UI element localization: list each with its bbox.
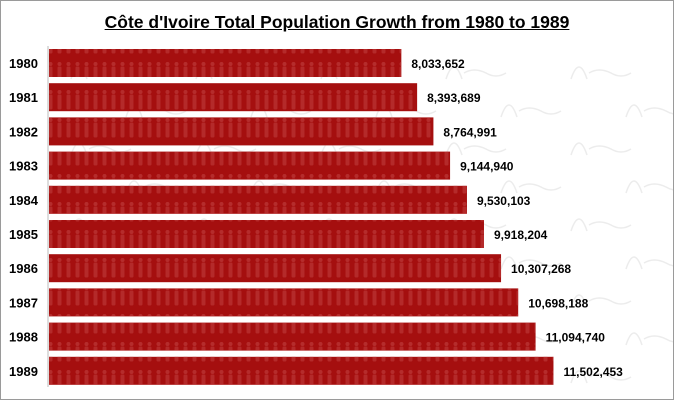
bar-pattern	[49, 254, 502, 283]
watermark-logo	[500, 256, 562, 270]
data-label: 11,094,740	[546, 331, 606, 345]
data-label: 8,393,689	[427, 91, 481, 105]
category-label: 1987	[9, 295, 38, 310]
watermark-logo	[570, 66, 632, 80]
watermark-logo	[625, 180, 673, 194]
data-label: 8,764,991	[443, 125, 497, 139]
data-label: 9,530,103	[477, 194, 531, 208]
watermark-logo	[570, 294, 632, 308]
watermark-logo	[625, 332, 673, 346]
data-label: 9,144,940	[460, 160, 514, 174]
category-label: 1981	[9, 90, 38, 105]
bar-pattern	[49, 356, 554, 385]
category-label: 1982	[9, 124, 38, 139]
category-label: 1988	[9, 330, 38, 345]
watermark-logo	[570, 370, 632, 384]
category-label: 1983	[9, 159, 38, 174]
category-label: 1986	[9, 261, 38, 276]
watermark-logo	[500, 104, 562, 118]
watermark-logo	[625, 256, 673, 270]
bar-pattern	[49, 151, 451, 180]
category-label: 1984	[9, 193, 39, 208]
data-label: 10,698,188	[528, 296, 588, 310]
category-label: 1989	[9, 364, 38, 379]
watermark-logo	[445, 66, 507, 80]
chart-title: Côte d'Ivoire Total Population Growth fr…	[104, 12, 570, 32]
watermark-logo	[570, 142, 632, 156]
data-label: 8,033,652	[411, 57, 465, 71]
data-label: 9,918,204	[494, 228, 548, 242]
bar-pattern	[49, 322, 536, 351]
bar-pattern	[49, 83, 418, 112]
bar-pattern	[49, 220, 484, 248]
bar-pattern	[49, 49, 402, 77]
watermark-logo	[625, 104, 673, 118]
watermark-logo	[570, 218, 632, 232]
category-label: 1985	[9, 227, 38, 242]
bar-pattern	[49, 117, 434, 146]
bar-pattern	[49, 288, 519, 317]
data-label: 10,307,268	[511, 262, 571, 276]
category-label: 1980	[9, 56, 38, 71]
watermark-logo	[445, 142, 507, 156]
bar-pattern	[49, 185, 467, 214]
data-label: 11,502,453	[563, 365, 623, 379]
watermark-logo	[500, 180, 562, 194]
